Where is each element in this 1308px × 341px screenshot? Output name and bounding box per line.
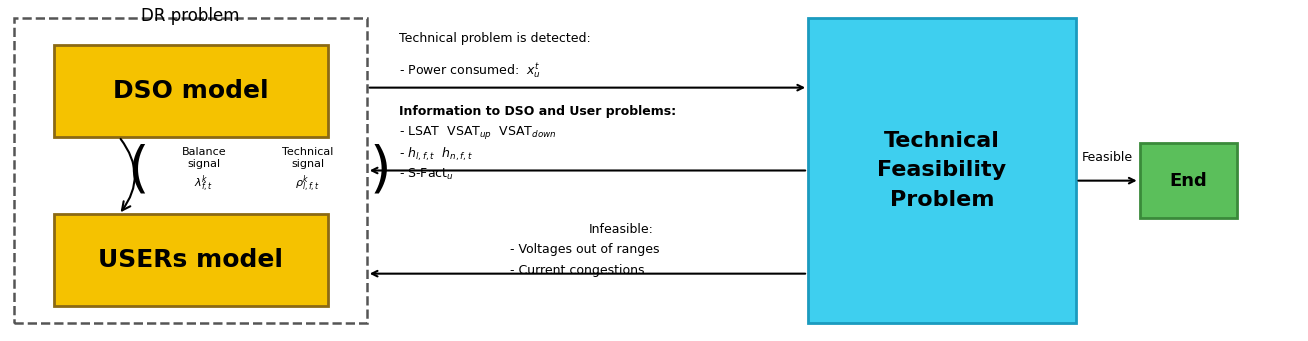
Text: Balance
signal
$\lambda_{f,t}^k$: Balance signal $\lambda_{f,t}^k$ bbox=[182, 147, 226, 194]
Text: Information to DSO and User problems:: Information to DSO and User problems: bbox=[399, 105, 676, 118]
FancyBboxPatch shape bbox=[808, 18, 1075, 323]
Text: USERs model: USERs model bbox=[98, 248, 283, 272]
FancyBboxPatch shape bbox=[1139, 144, 1237, 218]
Text: DSO model: DSO model bbox=[112, 79, 268, 103]
Text: Technical problem is detected:: Technical problem is detected: bbox=[399, 32, 591, 45]
Text: Infeasible:: Infeasible: bbox=[589, 223, 654, 236]
Bar bbox=[14, 18, 366, 323]
Text: - $h_{l,f,t}$  $h_{n,f,t}$: - $h_{l,f,t}$ $h_{n,f,t}$ bbox=[399, 145, 473, 163]
FancyArrowPatch shape bbox=[120, 139, 135, 210]
Text: Technical
signal
$\rho_{l,f,t}^k$: Technical signal $\rho_{l,f,t}^k$ bbox=[283, 147, 334, 194]
Text: End: End bbox=[1169, 172, 1207, 190]
Text: Technical
Feasibility
Problem: Technical Feasibility Problem bbox=[878, 131, 1006, 210]
Text: (: ( bbox=[128, 144, 149, 197]
Text: - Current congestions: - Current congestions bbox=[510, 264, 645, 277]
FancyBboxPatch shape bbox=[54, 45, 328, 137]
Text: - S-Fact$_u$: - S-Fact$_u$ bbox=[399, 166, 454, 181]
Text: Feasible: Feasible bbox=[1082, 151, 1133, 164]
Text: DR problem: DR problem bbox=[141, 7, 239, 25]
Text: ): ) bbox=[369, 144, 391, 197]
FancyBboxPatch shape bbox=[54, 214, 328, 306]
Text: - LSAT  $\mathrm{VSAT}_{up}$  $\mathrm{VSAT}_{down}$: - LSAT $\mathrm{VSAT}_{up}$ $\mathrm{VSA… bbox=[399, 124, 557, 141]
Text: - Voltages out of ranges: - Voltages out of ranges bbox=[510, 243, 661, 256]
Text: - Power consumed:  $x_u^t$: - Power consumed: $x_u^t$ bbox=[399, 62, 542, 81]
